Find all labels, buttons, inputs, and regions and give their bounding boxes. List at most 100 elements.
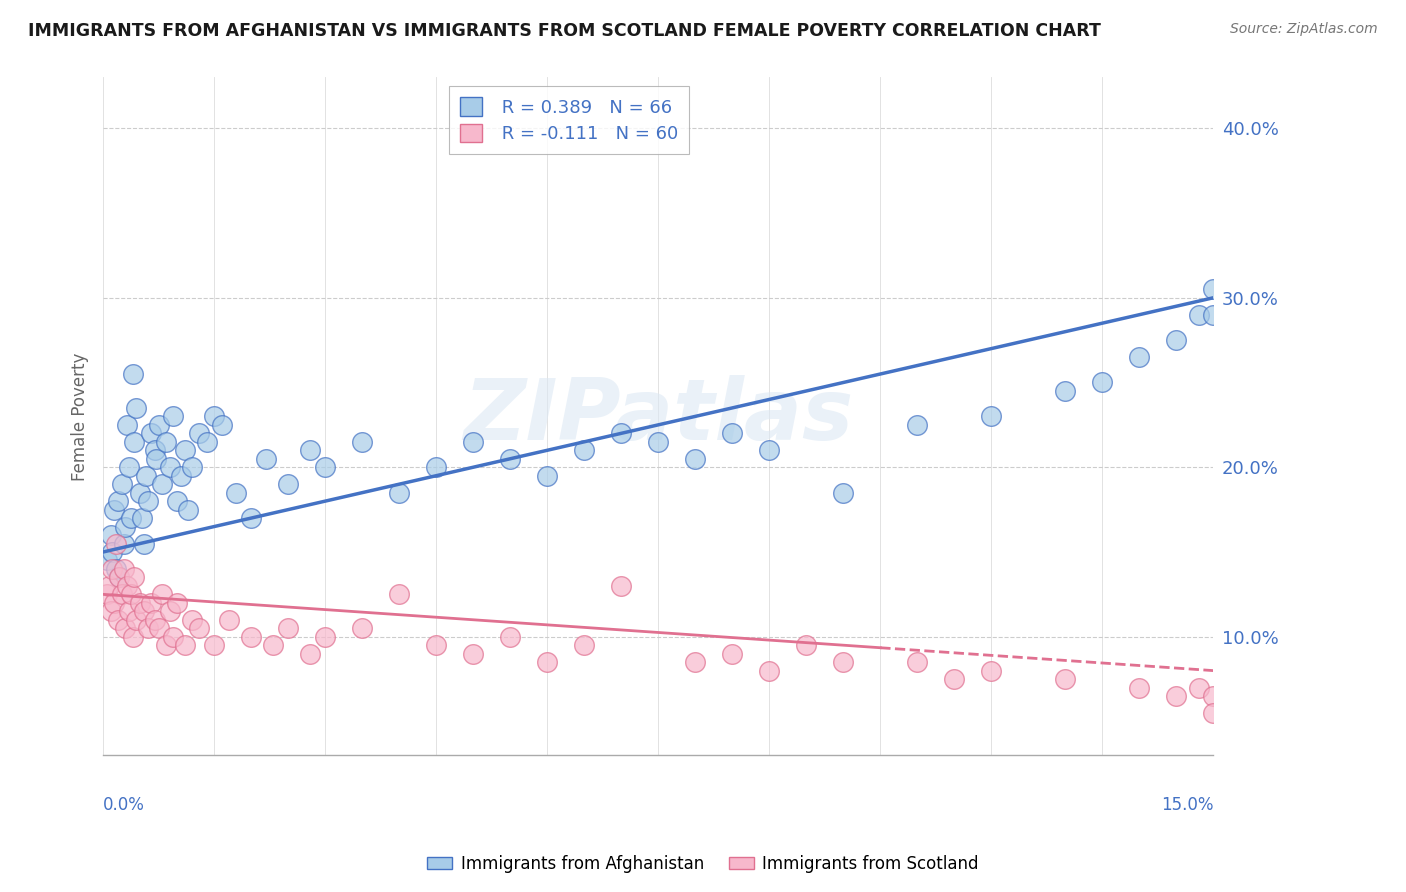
Point	[574, 443, 596, 458]
Point	[173, 443, 195, 458]
Point	[299, 647, 322, 661]
Point	[114, 519, 136, 533]
Point	[112, 562, 135, 576]
Point	[1187, 681, 1209, 695]
Point	[758, 664, 780, 678]
Point	[388, 587, 411, 601]
Point	[103, 502, 125, 516]
Point	[107, 494, 129, 508]
Point	[574, 638, 596, 652]
Point	[141, 596, 163, 610]
Point	[173, 638, 195, 652]
Point	[162, 630, 184, 644]
Point	[905, 417, 928, 432]
Point	[463, 647, 485, 661]
Point	[225, 485, 247, 500]
Point	[314, 460, 336, 475]
Point	[143, 613, 166, 627]
Point	[103, 596, 125, 610]
Point	[1187, 308, 1209, 322]
Point	[832, 655, 855, 669]
Point	[121, 367, 143, 381]
Point	[262, 638, 284, 652]
Point	[240, 511, 263, 525]
Point	[132, 536, 155, 550]
Point	[188, 426, 211, 441]
Point	[129, 485, 152, 500]
Point	[218, 613, 240, 627]
Point	[980, 664, 1002, 678]
Point	[1202, 706, 1225, 720]
Point	[111, 477, 134, 491]
Point	[148, 417, 170, 432]
Point	[118, 460, 141, 475]
Point	[195, 434, 218, 449]
Point	[112, 536, 135, 550]
Point	[166, 596, 188, 610]
Y-axis label: Female Poverty: Female Poverty	[72, 352, 89, 481]
Point	[162, 409, 184, 424]
Point	[188, 621, 211, 635]
Point	[107, 613, 129, 627]
Point	[121, 630, 143, 644]
Point	[115, 579, 138, 593]
Point	[141, 426, 163, 441]
Point	[905, 655, 928, 669]
Point	[647, 434, 669, 449]
Point	[610, 579, 633, 593]
Point	[100, 604, 122, 618]
Point	[794, 638, 817, 652]
Point	[536, 468, 558, 483]
Point	[115, 417, 138, 432]
Point	[181, 613, 204, 627]
Point	[352, 621, 374, 635]
Point	[155, 638, 177, 652]
Point	[202, 638, 225, 652]
Point	[721, 426, 744, 441]
Point	[101, 545, 124, 559]
Point	[1166, 689, 1188, 703]
Point	[125, 613, 148, 627]
Point	[683, 655, 706, 669]
Point	[111, 587, 134, 601]
Point	[832, 485, 855, 500]
Point	[721, 647, 744, 661]
Point	[202, 409, 225, 424]
Point	[352, 434, 374, 449]
Point	[299, 443, 322, 458]
Point	[159, 604, 181, 618]
Point	[536, 655, 558, 669]
Point	[143, 443, 166, 458]
Point	[211, 417, 233, 432]
Point	[96, 553, 118, 567]
Point	[277, 621, 299, 635]
Point	[1166, 333, 1188, 347]
Point	[499, 630, 522, 644]
Point	[120, 511, 142, 525]
Point	[277, 477, 299, 491]
Point	[943, 672, 966, 686]
Point	[1202, 689, 1225, 703]
Point	[150, 477, 173, 491]
Text: ZIPatlas: ZIPatlas	[463, 375, 853, 458]
Text: 15.0%: 15.0%	[1161, 796, 1213, 814]
Point	[240, 630, 263, 644]
Point	[1202, 282, 1225, 296]
Text: 0.0%: 0.0%	[103, 796, 145, 814]
Point	[125, 401, 148, 415]
Point	[136, 494, 159, 508]
Point	[314, 630, 336, 644]
Point	[150, 587, 173, 601]
Point	[758, 443, 780, 458]
Point	[122, 434, 145, 449]
Point	[463, 434, 485, 449]
Point	[388, 485, 411, 500]
Point	[1054, 672, 1077, 686]
Point	[122, 570, 145, 584]
Point	[181, 460, 204, 475]
Point	[136, 621, 159, 635]
Point	[131, 511, 153, 525]
Point	[170, 468, 193, 483]
Point	[499, 451, 522, 466]
Point	[148, 621, 170, 635]
